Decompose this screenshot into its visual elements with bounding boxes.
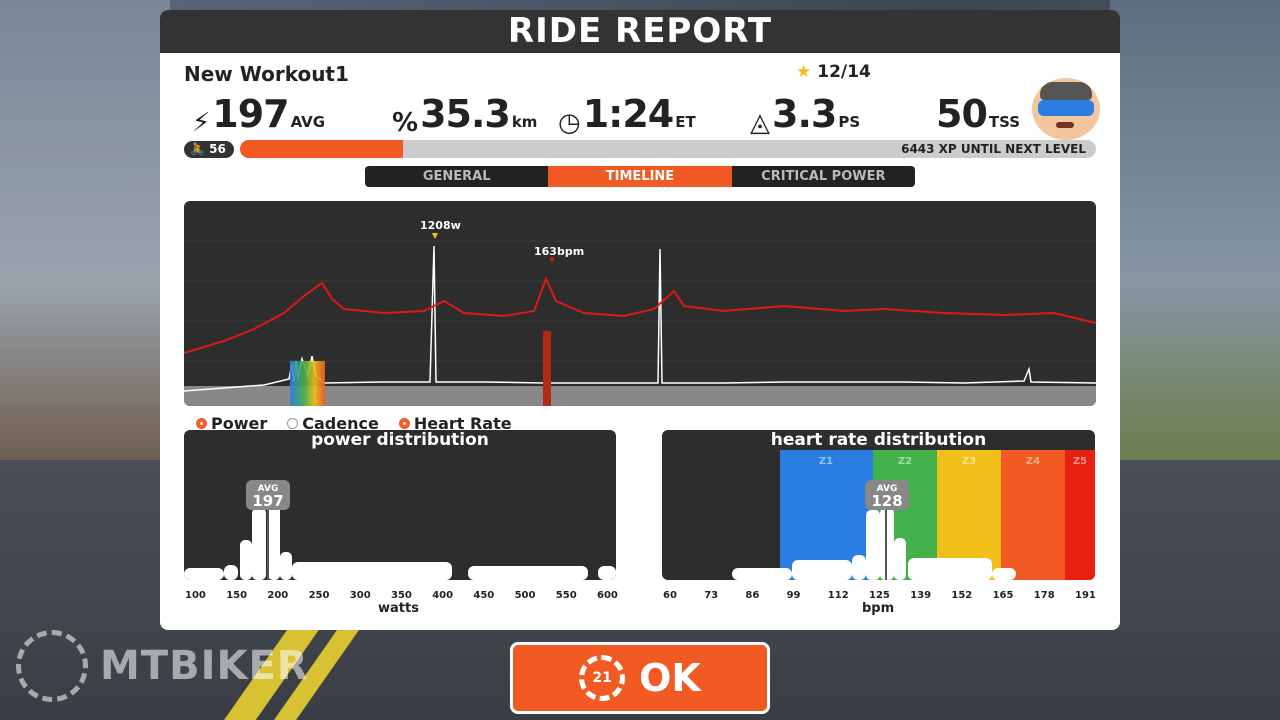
axis-tick-label: 250	[308, 590, 330, 601]
radio-icon	[196, 418, 207, 429]
legend-heart-rate[interactable]: Heart Rate	[398, 414, 512, 433]
axis-tick-label: 60	[663, 590, 677, 601]
background-left-scene	[0, 0, 170, 470]
avg-marker	[865, 480, 909, 510]
axis-tick-label: 191	[1075, 590, 1096, 601]
zone-5-band	[1065, 450, 1095, 580]
axis-tick-label: 600	[597, 590, 618, 601]
xp-progress-bar: 6443 XP UNTIL NEXT LEVEL	[240, 140, 1096, 158]
avatar-mouth	[1056, 122, 1074, 128]
avg-value: 128	[871, 492, 902, 510]
hr-distribution-chart: Z1 Z2 Z3 Z4 Z5 AVG 128 heart rate distri…	[662, 430, 1095, 580]
xp-text: 6443 XP UNTIL NEXT LEVEL	[901, 142, 1086, 156]
zone-4-band	[1001, 450, 1065, 580]
clock-icon: ◷	[558, 107, 581, 138]
zone-labels: Z1 Z2 Z3 Z4 Z5	[819, 456, 1087, 467]
axis-tick-label: 112	[827, 590, 849, 601]
tab-general[interactable]: GENERAL	[365, 166, 549, 187]
watermark: MTBIKER	[16, 630, 309, 702]
background-right-scene	[1110, 0, 1280, 470]
axis-tick-label: 400	[432, 590, 454, 601]
tab-critical-power[interactable]: CRITICAL POWER	[731, 166, 915, 187]
axis-tick-label: 139	[910, 590, 932, 601]
timeline-chart: 1208w 163bpm	[184, 201, 1096, 406]
axis-tick-label: 178	[1033, 590, 1055, 601]
max-hr-marker	[550, 257, 554, 261]
axis-tick-label: 200	[267, 590, 289, 601]
star-icon: ★	[796, 62, 812, 82]
zone-label: Z3	[962, 456, 976, 467]
avg-label: AVG	[258, 484, 279, 494]
watermark-text: MTBIKER	[100, 643, 309, 689]
power-spike-band	[543, 331, 551, 406]
axis-tick-label: 152	[951, 590, 973, 601]
zone-label: Z1	[819, 456, 833, 467]
timeline-gridlines	[184, 240, 1096, 362]
stat-elapsed-time: ◷1:24 ET	[558, 92, 696, 138]
ride-report-panel: RIDE REPORT New Workout1 ★ 12/14 ⚡ 197 AVG …	[160, 10, 1120, 630]
legend-power[interactable]: Power	[196, 414, 267, 433]
axis-tick-label: 73	[704, 590, 719, 601]
heart-rate-line	[184, 276, 1096, 354]
axis-tick-label: 300	[349, 590, 371, 601]
bike-icon: 🚴	[190, 142, 205, 156]
avatar-hat	[1040, 82, 1092, 100]
ok-badge-icon: 21	[579, 655, 626, 701]
ok-button[interactable]: 21 OK	[510, 642, 770, 714]
avatar-glasses	[1038, 100, 1094, 116]
axis-tick-label: 350	[391, 590, 412, 601]
legend-cadence[interactable]: Cadence	[287, 414, 379, 433]
tab-bar: GENERAL TIMELINE CRITICAL POWER	[365, 166, 915, 187]
power-area	[184, 386, 1096, 406]
power-distribution-title: power distribution	[311, 430, 489, 450]
stat-distance: %35.3 km	[392, 92, 538, 138]
tab-timeline[interactable]: TIMELINE	[548, 166, 732, 187]
speed-icon: %	[392, 107, 419, 138]
radio-icon	[287, 418, 299, 429]
axis-tick-label: 450	[473, 590, 495, 601]
avg-value: 197	[252, 492, 283, 510]
xp-progress-fill	[240, 140, 403, 158]
ok-label: OK	[639, 656, 701, 700]
stat-avg-power: ⚡197 AVG	[192, 92, 326, 138]
pizza-icon: ◬	[750, 107, 770, 138]
page-title: RIDE REPORT	[160, 10, 1120, 53]
timeline-svg: 1208w 163bpm	[184, 219, 1096, 406]
lightning-icon: ⚡	[192, 107, 211, 138]
max-power-label: 1208w	[420, 219, 461, 232]
zone-label: Z4	[1026, 456, 1040, 467]
axis-tick-label: 100	[185, 590, 206, 601]
hr-distribution-svg: Z1 Z2 Z3 Z4 Z5 AVG 128	[732, 450, 1095, 580]
stat-tss: 50 TSS	[936, 92, 1021, 136]
stars-count: ★ 12/14	[796, 62, 871, 82]
axis-tick-label: 150	[226, 590, 248, 601]
avg-marker	[246, 480, 290, 510]
zone-label: Z5	[1073, 456, 1087, 467]
power-distribution-svg: AVG 197	[184, 480, 616, 580]
avatar	[1032, 78, 1100, 140]
power-axis-label: watts	[378, 601, 419, 616]
hr-distribution-title: heart rate distribution	[770, 430, 987, 450]
hr-distribution-bars	[732, 508, 1016, 580]
axis-tick-label: 550	[555, 590, 577, 601]
axis-tick-label: 99	[786, 590, 801, 601]
timeline-legend: Power Cadence Heart Rate	[196, 414, 512, 433]
axis-tick-label: 165	[992, 590, 1014, 601]
power-distribution-bars	[184, 506, 616, 580]
avg-label: AVG	[877, 484, 898, 494]
axis-tick-label: 86	[745, 590, 760, 601]
stat-pizza-slices: ◬3.3 PS	[750, 92, 861, 138]
workout-name: New Workout1	[184, 62, 349, 86]
gear-icon	[16, 630, 88, 702]
hr-axis-label: bpm	[862, 601, 895, 616]
axis-tick-label: 500	[514, 590, 536, 601]
power-distribution-chart: power distribution AVG 197	[184, 430, 616, 580]
radio-icon	[398, 418, 410, 429]
max-hr-label: 163bpm	[534, 245, 584, 258]
level-badge: 🚴 56	[184, 141, 234, 158]
power-zone-band	[290, 361, 325, 406]
axis-tick-label: 125	[869, 590, 890, 601]
max-power-marker	[432, 233, 438, 239]
zone-label: Z2	[898, 456, 912, 467]
